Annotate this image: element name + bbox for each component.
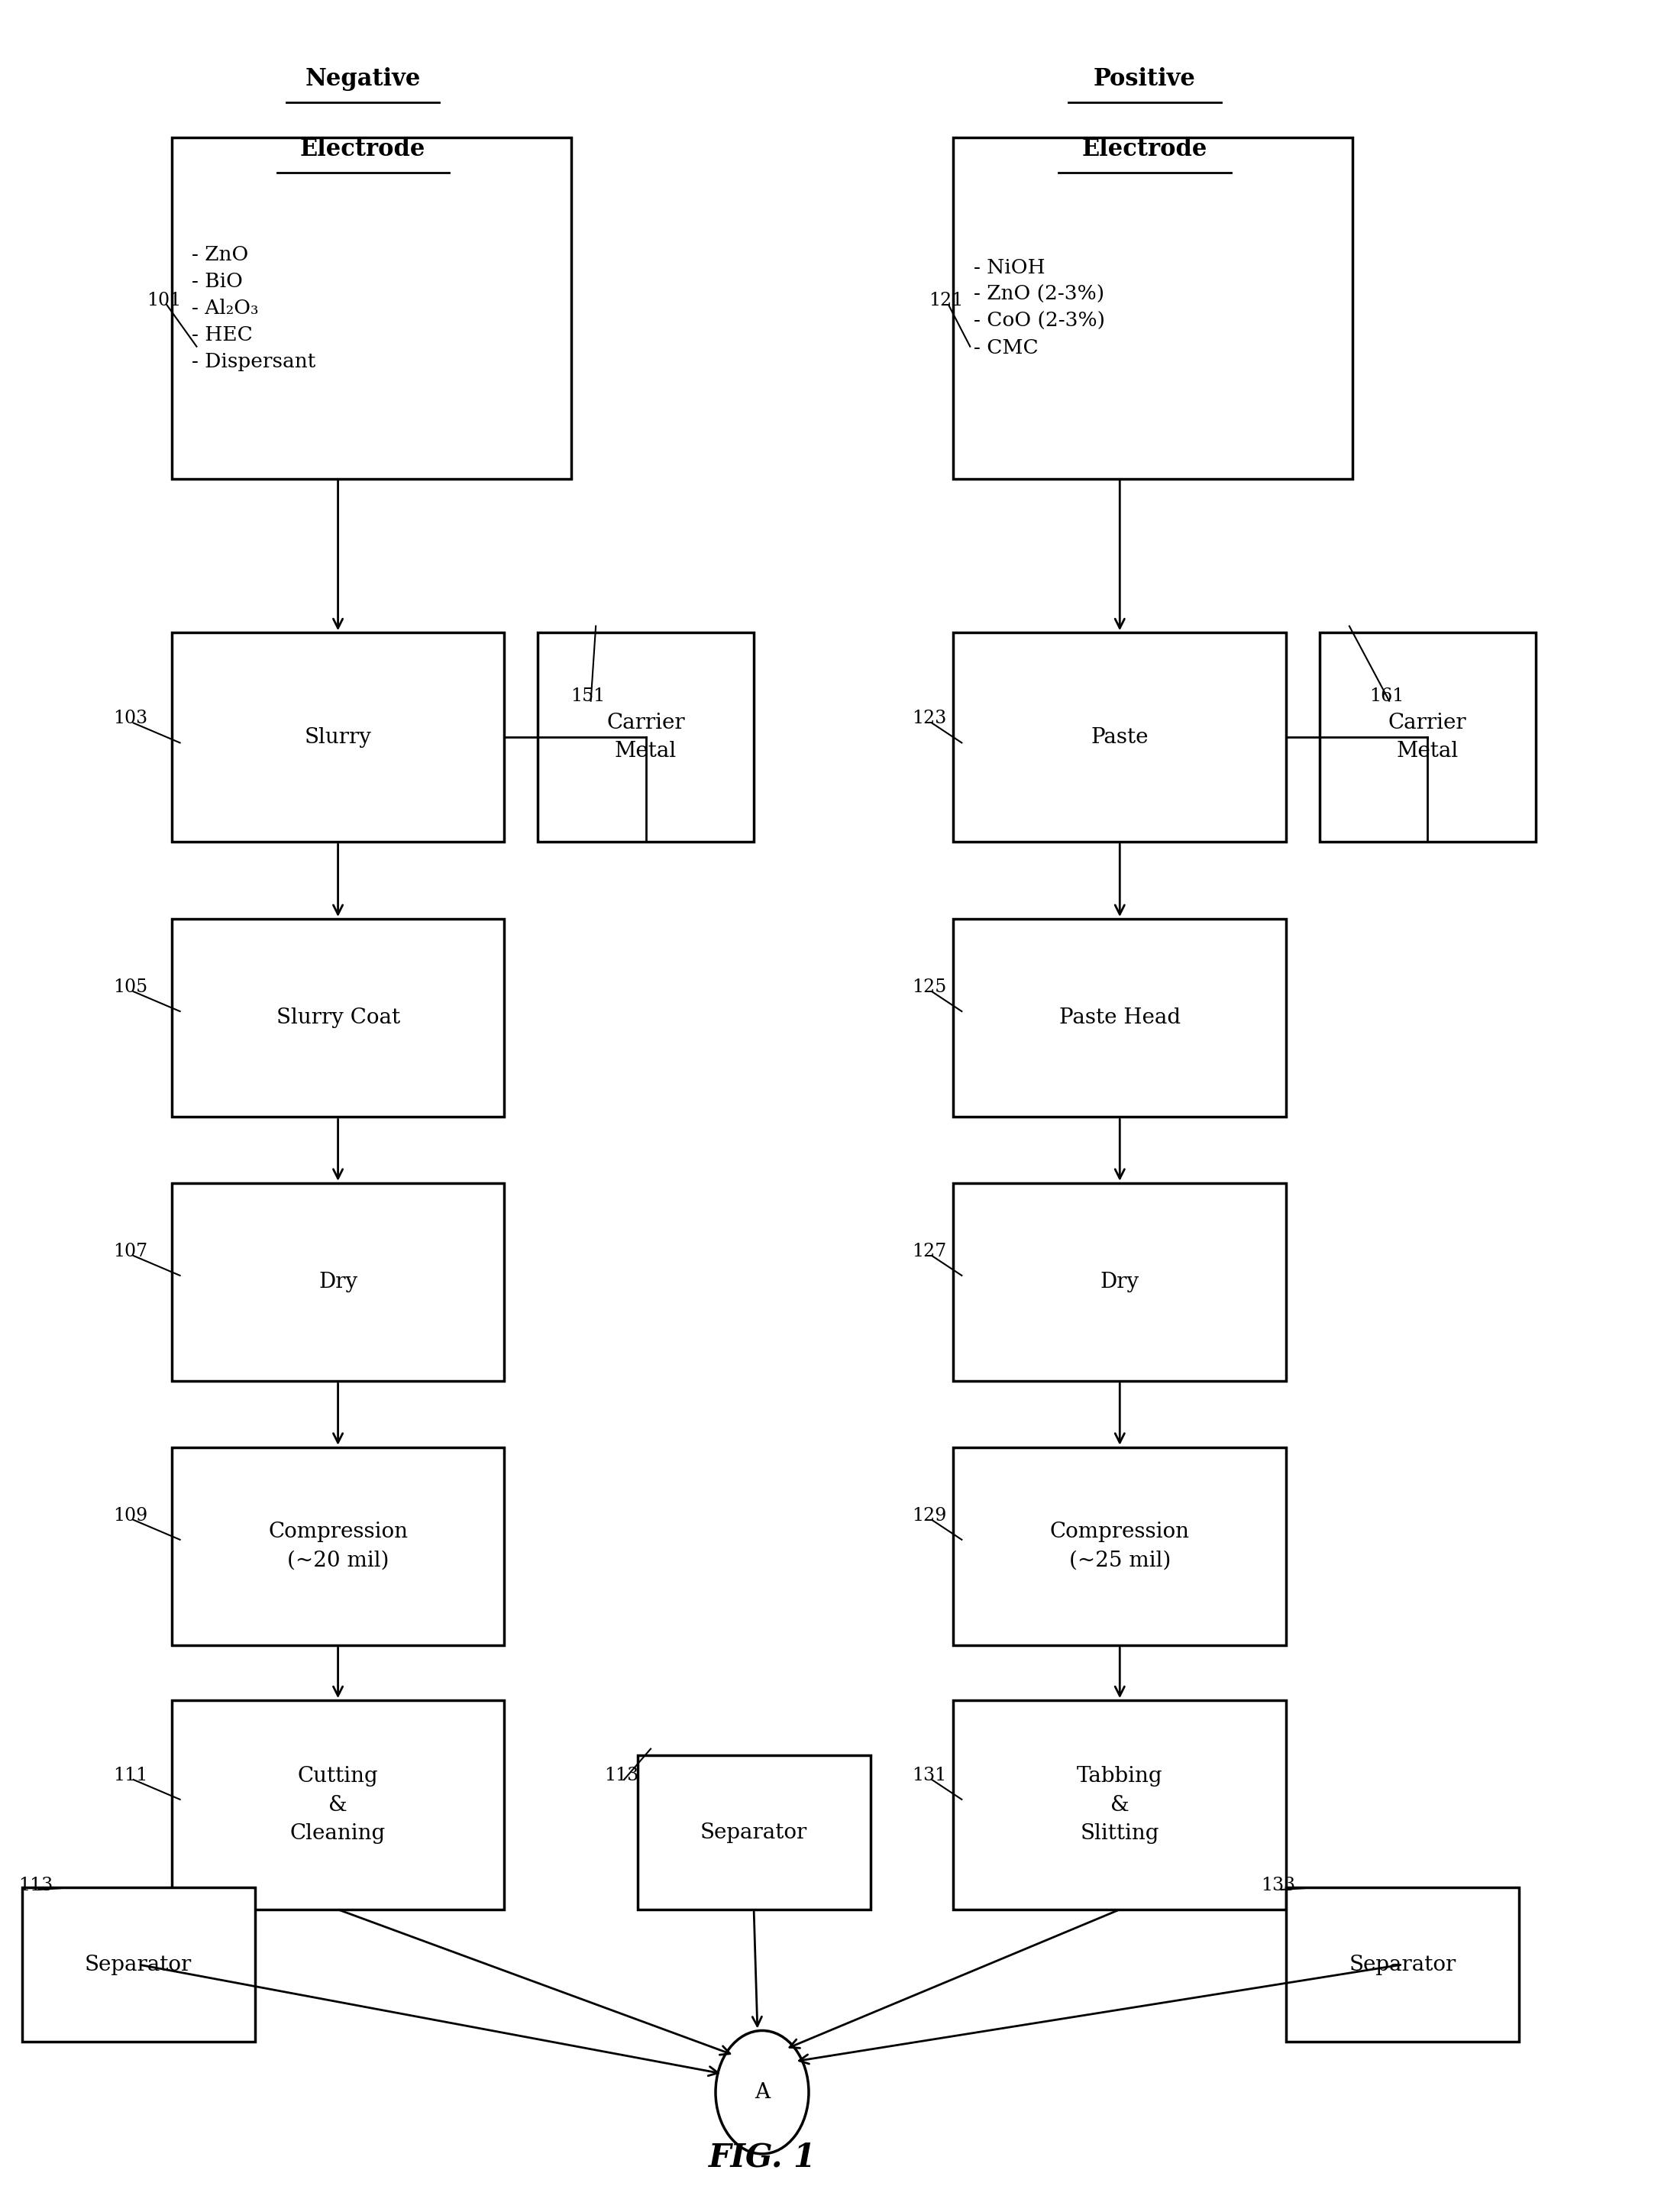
FancyBboxPatch shape — [1319, 633, 1535, 843]
Text: - ZnO
- BiO
- Al₂O₃
- HEC
- Dispersant: - ZnO - BiO - Al₂O₃ - HEC - Dispersant — [191, 246, 315, 372]
Text: Carrier
Metal: Carrier Metal — [1388, 712, 1466, 761]
Text: Negative: Negative — [305, 66, 420, 91]
Text: Separator: Separator — [700, 1823, 807, 1843]
Text: 111: 111 — [114, 1767, 147, 1785]
Text: 113: 113 — [18, 1876, 54, 1893]
Text: Electrode: Electrode — [300, 137, 425, 161]
Text: Compression
(~20 mil): Compression (~20 mil) — [268, 1522, 408, 1571]
Text: Dry: Dry — [318, 1272, 358, 1292]
FancyBboxPatch shape — [954, 633, 1286, 843]
FancyBboxPatch shape — [638, 1756, 870, 1909]
Text: 133: 133 — [1261, 1876, 1296, 1893]
FancyBboxPatch shape — [954, 137, 1353, 478]
FancyBboxPatch shape — [172, 1183, 504, 1380]
FancyBboxPatch shape — [537, 633, 753, 843]
FancyBboxPatch shape — [954, 1447, 1286, 1646]
Text: 101: 101 — [147, 292, 181, 310]
FancyBboxPatch shape — [954, 1701, 1286, 1909]
Text: Tabbing
&
Slitting: Tabbing & Slitting — [1076, 1765, 1163, 1845]
Text: 107: 107 — [114, 1243, 147, 1261]
Text: Slurry: Slurry — [305, 728, 372, 748]
Text: Slurry Coat: Slurry Coat — [276, 1009, 400, 1029]
Text: Paste: Paste — [1091, 728, 1148, 748]
Text: Cutting
&
Cleaning: Cutting & Cleaning — [290, 1765, 385, 1845]
Text: Compression
(~25 mil): Compression (~25 mil) — [1050, 1522, 1190, 1571]
Text: Paste Head: Paste Head — [1060, 1009, 1180, 1029]
FancyBboxPatch shape — [172, 1447, 504, 1646]
Text: 151: 151 — [571, 688, 606, 706]
Text: 109: 109 — [114, 1506, 147, 1524]
Text: Electrode: Electrode — [1081, 137, 1207, 161]
Text: 125: 125 — [912, 978, 946, 995]
Text: A: A — [755, 2081, 770, 2104]
Text: Carrier
Metal: Carrier Metal — [606, 712, 685, 761]
Text: FIG. 1: FIG. 1 — [708, 2141, 815, 2174]
Text: 113: 113 — [604, 1767, 639, 1785]
Text: 129: 129 — [912, 1506, 946, 1524]
FancyBboxPatch shape — [172, 633, 504, 843]
Text: 123: 123 — [912, 710, 946, 728]
FancyBboxPatch shape — [1286, 1887, 1518, 2042]
Text: 127: 127 — [912, 1243, 946, 1261]
FancyBboxPatch shape — [22, 1887, 254, 2042]
Text: 131: 131 — [912, 1767, 946, 1785]
Text: 105: 105 — [114, 978, 147, 995]
Text: 161: 161 — [1369, 688, 1404, 706]
FancyBboxPatch shape — [954, 1183, 1286, 1380]
FancyBboxPatch shape — [172, 1701, 504, 1909]
FancyBboxPatch shape — [954, 918, 1286, 1117]
Text: Positive: Positive — [1093, 66, 1195, 91]
Text: Separator: Separator — [1349, 1953, 1456, 1975]
FancyBboxPatch shape — [172, 918, 504, 1117]
Text: - NiOH
- ZnO (2-3%)
- CoO (2-3%)
- CMC: - NiOH - ZnO (2-3%) - CoO (2-3%) - CMC — [973, 259, 1105, 358]
Text: Dry: Dry — [1100, 1272, 1140, 1292]
Text: Separator: Separator — [85, 1953, 193, 1975]
FancyBboxPatch shape — [172, 137, 571, 478]
Text: 103: 103 — [114, 710, 147, 728]
Text: 121: 121 — [929, 292, 963, 310]
